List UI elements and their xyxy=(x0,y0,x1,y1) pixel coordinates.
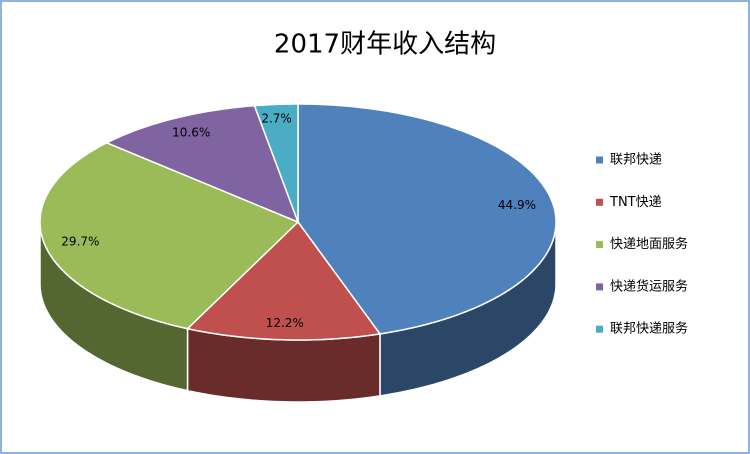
legend-marker xyxy=(596,325,603,333)
legend-marker xyxy=(596,198,603,206)
pie-sides xyxy=(39,221,557,403)
legend-marker xyxy=(596,283,603,291)
pie-slice xyxy=(185,220,382,341)
pie-slice xyxy=(39,141,300,330)
pie-tops xyxy=(39,103,557,341)
pie-slice xyxy=(104,104,300,224)
pie-slice xyxy=(253,103,299,223)
legend-label: 联邦快递服务 xyxy=(610,321,688,337)
legend-marker xyxy=(596,156,603,164)
data-label: 12.2% xyxy=(266,316,304,330)
data-label: 29.7% xyxy=(61,234,99,248)
legend-marker xyxy=(596,241,603,249)
data-labels: 44.9% 12.2% 29.7% 10.6% 2.7% xyxy=(61,111,536,330)
data-label: 10.6% xyxy=(172,126,210,140)
legend-label: TNT快递 xyxy=(609,195,662,210)
legend-label: 快递地面服务 xyxy=(610,236,688,252)
data-label: 44.9% xyxy=(498,198,536,212)
legend-label: 联邦快递 xyxy=(610,153,662,168)
pie-slice xyxy=(297,103,557,335)
data-label: 2.7% xyxy=(261,111,292,125)
chart-title: 2017财年收入结构 xyxy=(274,30,496,60)
legend-label: 快递货运服务 xyxy=(610,278,688,294)
